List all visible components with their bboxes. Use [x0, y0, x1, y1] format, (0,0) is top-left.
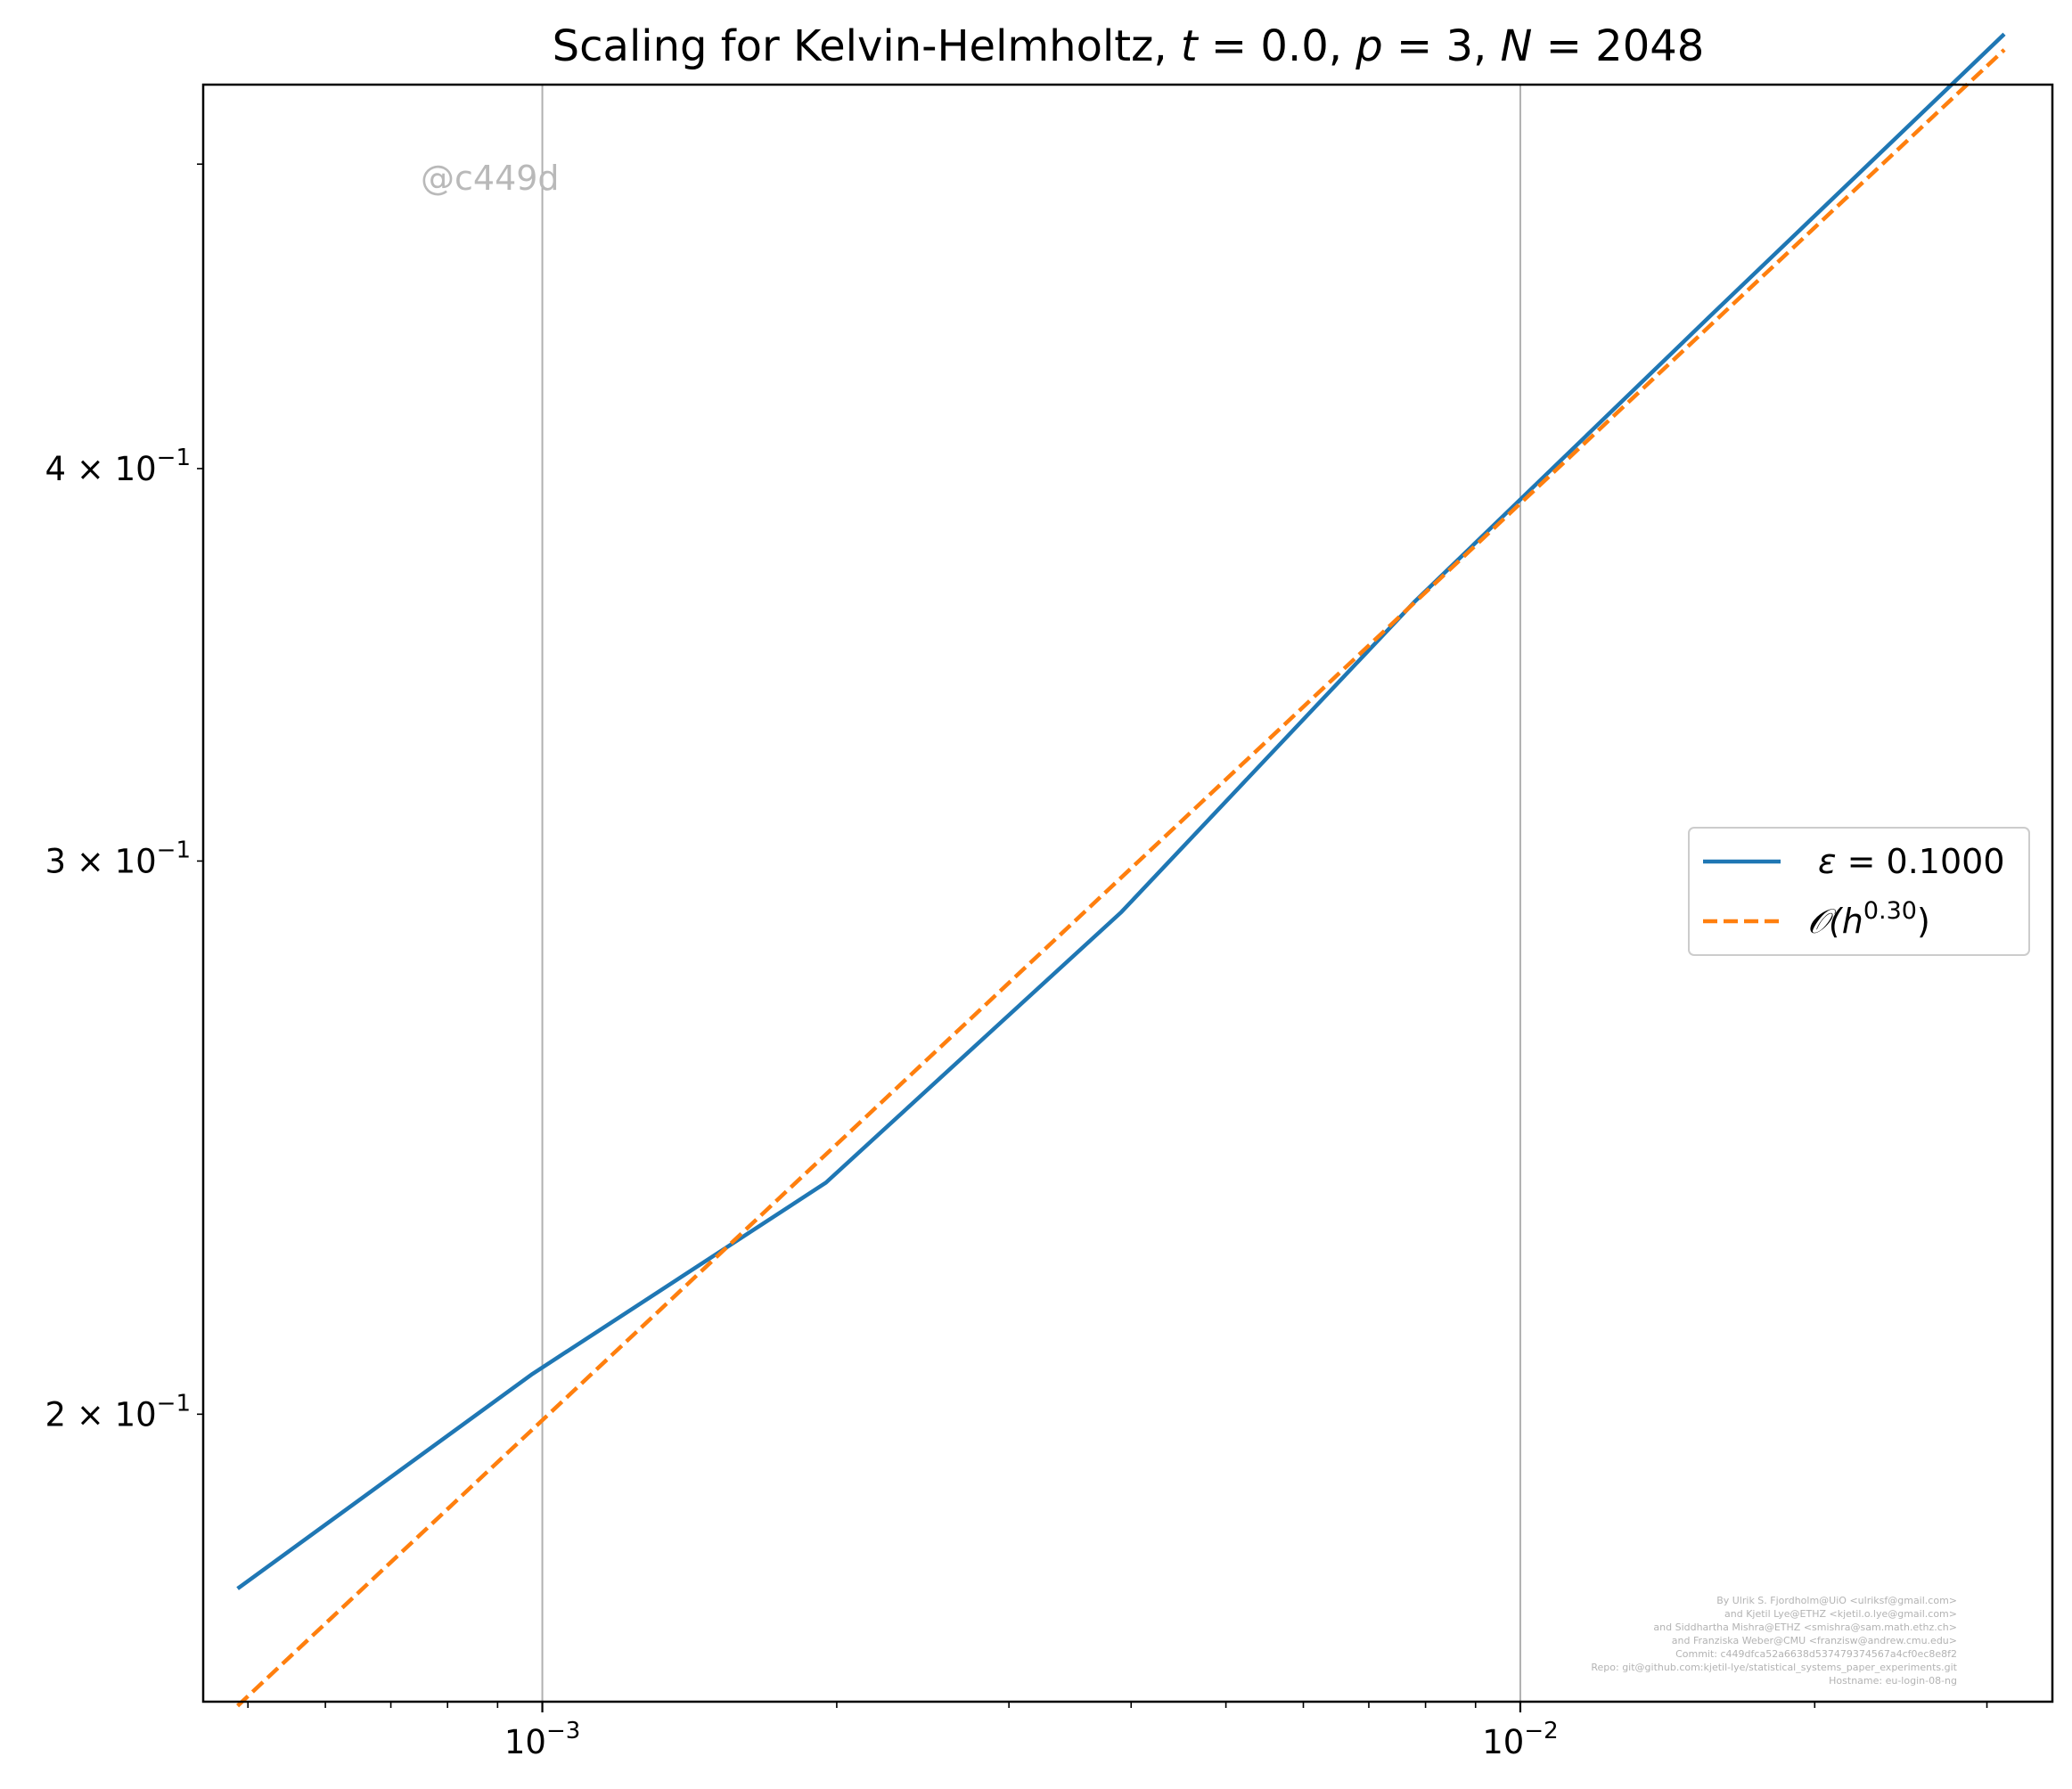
series-line-epsilon	[236, 32, 2006, 1590]
legend-label-epsilon: ε = 0.1000	[1818, 842, 2005, 881]
credit-line: Commit: c449dfca52a6638d537479374567a4cf…	[1675, 1648, 1957, 1660]
credit-line: and Franziska Weber@CMU <franzisw@andrew…	[1672, 1635, 1957, 1646]
y-tick-label: 3 × 10−1	[45, 837, 191, 880]
axis-ticks: 10−3 10−2 2 × 10−1 3 × 10−1 4 × 10−1	[45, 163, 1988, 1761]
legend-label-order: 𝒪(h0.30)	[1807, 897, 1930, 941]
credit-line: and Kjetil Lye@ETHZ <kjetil.o.lye@gmail.…	[1724, 1608, 1957, 1620]
y-tick-label: 4 × 10−1	[45, 445, 191, 488]
credit-line: By Ulrik S. Fjordholm@UiO <ulriksf@gmail…	[1716, 1595, 1957, 1606]
credit-line: Repo: git@github.com:kjetil-lye/statisti…	[1591, 1662, 1957, 1673]
grid-lines	[541, 85, 1521, 1702]
x-tick-label: 10−2	[1482, 1718, 1558, 1761]
credit-line: Hostname: eu-login-08-ng	[1829, 1675, 1957, 1687]
legend: ε = 0.1000 𝒪(h0.30)	[1688, 827, 2030, 956]
series-line-order-reference	[236, 48, 2006, 1708]
plot-frame	[201, 83, 2054, 1703]
series-lines	[236, 32, 2006, 1708]
credit-line: and Siddhartha Mishra@ETHZ <smishra@sam.…	[1653, 1622, 1957, 1633]
y-tick-label: 2 × 10−1	[45, 1390, 191, 1434]
chart-title: Scaling for Kelvin-Helmholtz, t = 0.0, p…	[553, 21, 1705, 71]
x-tick-label: 10−3	[504, 1718, 580, 1761]
watermark-text: @c449d	[421, 159, 560, 198]
credits-block: By Ulrik S. Fjordholm@UiO <ulriksf@gmail…	[1591, 1595, 1957, 1687]
